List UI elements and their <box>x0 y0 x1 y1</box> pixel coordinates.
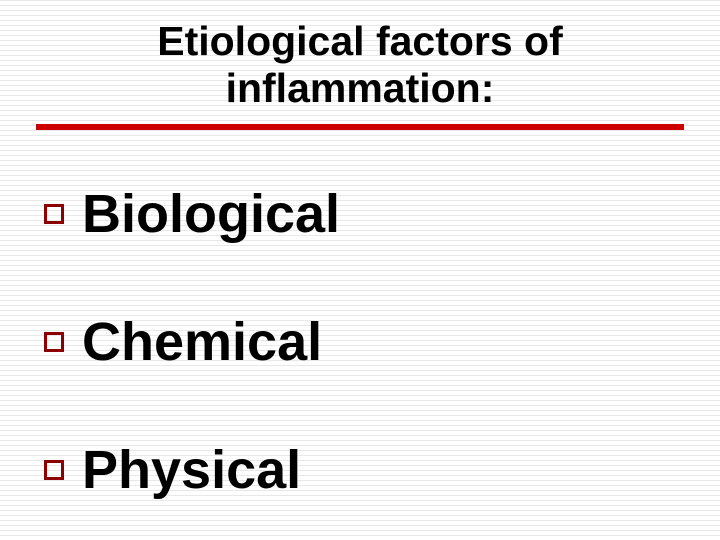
list-item: Chemical <box>44 278 676 406</box>
list-item-label: Chemical <box>82 311 322 373</box>
content-area: Biological Chemical Physical <box>0 130 720 534</box>
title-block: Etiological factors of inflammation: <box>0 0 720 112</box>
slide: Etiological factors of inflammation: Bio… <box>0 0 720 540</box>
list-item-label: Physical <box>82 439 301 501</box>
square-bullet-icon <box>44 460 64 480</box>
square-bullet-icon <box>44 204 64 224</box>
square-bullet-icon <box>44 332 64 352</box>
slide-title: Etiological factors of inflammation: <box>0 18 720 112</box>
list-item-label: Biological <box>82 183 340 245</box>
list-item: Physical <box>44 406 676 534</box>
title-line-1: Etiological factors of <box>157 18 563 64</box>
list-item: Biological <box>44 150 676 278</box>
title-line-2: inflammation: <box>226 65 495 111</box>
